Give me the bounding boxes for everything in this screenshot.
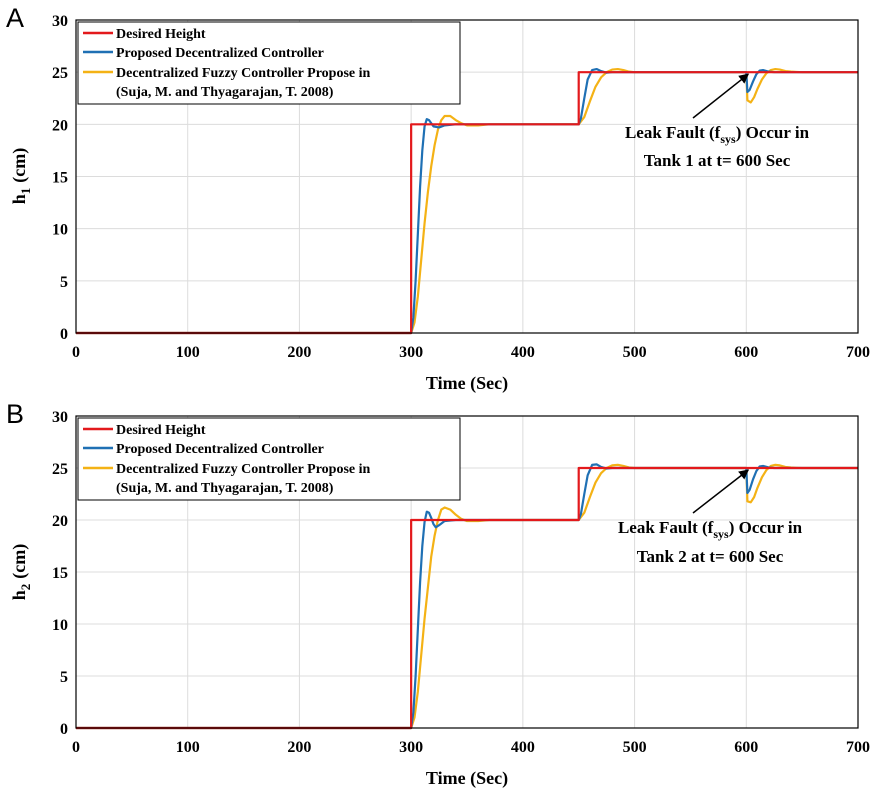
legend-label-desired: Desired Height bbox=[116, 27, 206, 42]
annotation-subscript: sys bbox=[720, 132, 736, 146]
x-tick-label: 500 bbox=[623, 739, 647, 756]
x-tick-label: 700 bbox=[846, 344, 870, 361]
legend-label-fuzzy-citation: (Suja, M. and Thyagarajan, T. 2008) bbox=[116, 85, 334, 100]
annotation-text-b: ) Occur in bbox=[729, 518, 803, 537]
y-tick-label: 5 bbox=[60, 274, 68, 291]
x-tick-label: 700 bbox=[846, 739, 870, 756]
y-axis-title: h1 (cm) bbox=[9, 148, 33, 205]
series-line-proposed bbox=[76, 463, 858, 730]
annotation-line-2: Tank 1 at t= 600 Sec bbox=[644, 151, 791, 170]
annotation-subscript: sys bbox=[713, 527, 729, 541]
y-axis-title: h2 (cm) bbox=[9, 544, 33, 601]
y-tick-label: 10 bbox=[52, 222, 68, 239]
legend: Desired Height Proposed Decentralized Co… bbox=[77, 21, 461, 105]
annotation-line-1: Leak Fault (fsys) Occur in bbox=[625, 123, 810, 146]
y-tick-label: 0 bbox=[60, 721, 68, 738]
x-tick-label: 600 bbox=[734, 739, 758, 756]
legend-label-fuzzy-citation: (Suja, M. and Thyagarajan, T. 2008) bbox=[116, 481, 334, 496]
x-tick-label: 500 bbox=[623, 344, 647, 361]
legend-label-fuzzy: Decentralized Fuzzy Controller Propose i… bbox=[116, 66, 370, 81]
x-tick-label: 400 bbox=[511, 344, 535, 361]
series-group bbox=[76, 463, 858, 730]
y-axis-title-subscript: 2 bbox=[18, 584, 33, 591]
x-tick-label: 0 bbox=[72, 739, 80, 756]
y-tick-label: 25 bbox=[52, 65, 68, 82]
annotation-text-b: ) Occur in bbox=[736, 123, 810, 142]
y-tick-label: 25 bbox=[52, 461, 68, 478]
tick-labels: 0 100 200 300 400 500 600 700 0 5 10 15 20 25 30 bbox=[52, 409, 870, 756]
panel-label: A bbox=[6, 3, 24, 33]
x-tick-label: 100 bbox=[176, 739, 200, 756]
y-tick-label: 20 bbox=[52, 513, 68, 530]
series-line-proposed bbox=[76, 67, 858, 335]
panel-label: B bbox=[6, 399, 24, 429]
x-tick-label: 400 bbox=[511, 739, 535, 756]
y-axis-title-unit: (cm) bbox=[9, 148, 30, 183]
series-line-fuzzy bbox=[76, 463, 858, 730]
y-axis-title-main: h bbox=[9, 590, 29, 600]
y-axis-title-main: h bbox=[9, 194, 29, 204]
plot-frame bbox=[75, 19, 859, 334]
x-tick-label: 0 bbox=[72, 344, 80, 361]
annotation-arrow bbox=[692, 469, 750, 514]
y-axis-title-unit: (cm) bbox=[9, 544, 30, 579]
chart-panel-a: A 0 100 200 300 400 500 600 700 0 5 10 15 20 25 30 Tim… bbox=[6, 3, 870, 394]
annotation-text-a: Leak Fault (f bbox=[618, 518, 714, 537]
legend-label-fuzzy: Decentralized Fuzzy Controller Propose i… bbox=[116, 462, 370, 477]
y-tick-label: 5 bbox=[60, 669, 68, 686]
annotation: Leak Fault (fsys) Occur in Tank 2 at t= … bbox=[618, 469, 803, 566]
series-line-desired bbox=[76, 71, 858, 335]
legend-label-desired: Desired Height bbox=[116, 423, 206, 438]
series-group bbox=[76, 67, 858, 335]
legend-box bbox=[77, 21, 461, 105]
x-axis-title: Time (Sec) bbox=[426, 373, 508, 394]
y-tick-label: 20 bbox=[52, 117, 68, 134]
y-axis-title-subscript: 1 bbox=[18, 188, 33, 195]
y-tick-label: 30 bbox=[52, 409, 68, 426]
legend-label-proposed: Proposed Decentralized Controller bbox=[116, 46, 324, 61]
annotation-text-a: Leak Fault (f bbox=[625, 123, 721, 142]
x-tick-label: 100 bbox=[176, 344, 200, 361]
series-line-fuzzy bbox=[76, 67, 858, 335]
x-tick-label: 600 bbox=[734, 344, 758, 361]
tick-labels: 0 100 200 300 400 500 600 700 0 5 10 15 20 25 30 bbox=[52, 13, 870, 361]
legend-label-proposed: Proposed Decentralized Controller bbox=[116, 442, 324, 457]
annotation-line-1: Leak Fault (fsys) Occur in bbox=[618, 518, 803, 541]
x-tick-label: 300 bbox=[399, 344, 423, 361]
plot-frame bbox=[75, 415, 859, 729]
y-tick-label: 0 bbox=[60, 326, 68, 343]
x-tick-label: 200 bbox=[287, 344, 311, 361]
x-tick-label: 300 bbox=[399, 739, 423, 756]
y-tick-label: 15 bbox=[52, 565, 68, 582]
x-axis-title: Time (Sec) bbox=[426, 768, 508, 789]
annotation-arrow bbox=[692, 73, 750, 119]
x-tick-label: 200 bbox=[287, 739, 311, 756]
annotation-line-2: Tank 2 at t= 600 Sec bbox=[637, 547, 784, 566]
y-tick-label: 10 bbox=[52, 617, 68, 634]
legend: Desired Height Proposed Decentralized Co… bbox=[77, 417, 461, 501]
annotation: Leak Fault (fsys) Occur in Tank 1 at t= … bbox=[625, 73, 810, 170]
y-tick-label: 15 bbox=[52, 170, 68, 187]
legend-box bbox=[77, 417, 461, 501]
y-tick-label: 30 bbox=[52, 13, 68, 30]
series-line-desired bbox=[76, 466, 858, 730]
chart-panel-b: B 0 100 200 300 400 500 600 700 0 5 10 15 20 25 30 Tim… bbox=[6, 399, 870, 789]
